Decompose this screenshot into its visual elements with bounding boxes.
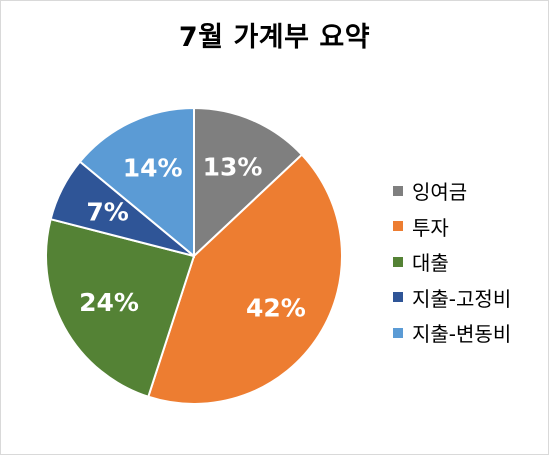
legend-label: 투자 — [412, 215, 449, 240]
pie-data-label-4: 7% — [86, 197, 128, 226]
pie-slice-labels: 13% 42% 24% 7% 14% — [79, 152, 306, 322]
pie-data-label-2: 42% — [246, 293, 306, 322]
legend-item-2: 투자 — [393, 209, 511, 245]
chart-title: 7월 가계부 요약 — [178, 22, 371, 53]
legend-swatch — [393, 327, 403, 338]
legend-label: 대출 — [412, 251, 449, 276]
legend-item-4: 지출-고정비 — [393, 280, 511, 316]
legend-label: 지출-고정비 — [412, 286, 512, 311]
legend-label: 지출-변동비 — [412, 322, 512, 347]
legend-swatch — [393, 185, 403, 196]
legend-swatch — [393, 221, 403, 232]
pie-slice-5 — [78, 106, 195, 259]
legend-item-5: 지출-변동비 — [393, 315, 511, 351]
pie-data-label-5: 14% — [123, 154, 183, 183]
legend-swatch — [393, 292, 403, 303]
legend-swatch — [393, 256, 403, 267]
pie-slice-2 — [147, 153, 343, 405]
pie-data-label-3: 24% — [79, 288, 139, 317]
legend-item-3: 대출 — [393, 244, 511, 280]
pie-slice-1 — [193, 106, 304, 259]
legend-label: 잉여금 — [412, 180, 468, 205]
pie-slices — [45, 106, 343, 405]
pie-slice-3 — [45, 217, 196, 399]
legend-item-1: 잉여금 — [393, 173, 511, 209]
pie-data-label-1: 13% — [203, 152, 263, 181]
